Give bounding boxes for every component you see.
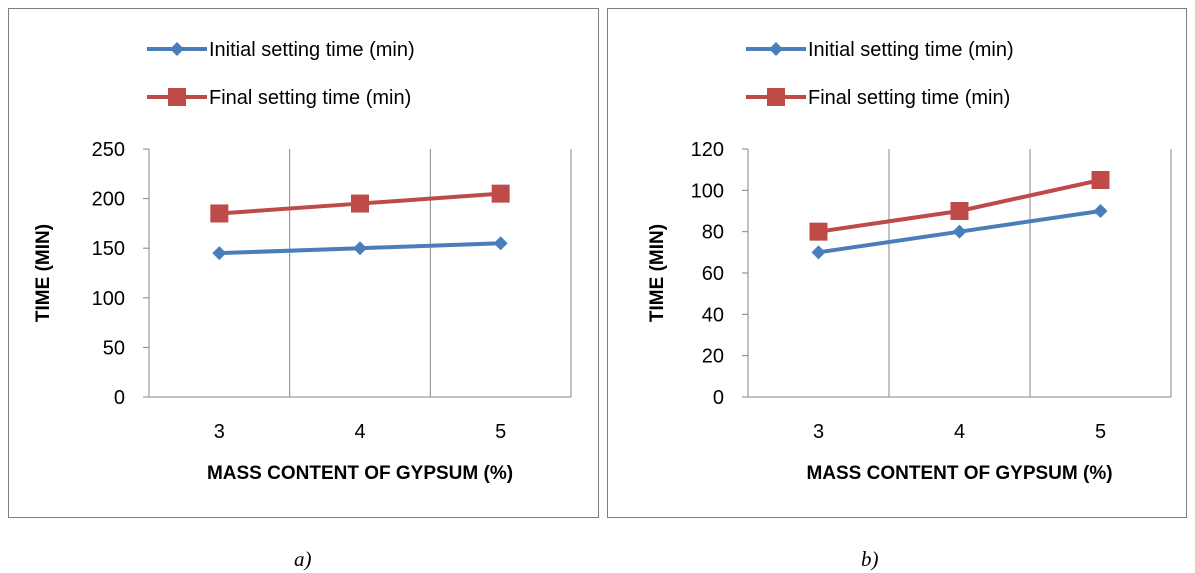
chart-b-svg: Initial setting time (min) Final setting … <box>647 39 1172 484</box>
y-tick-label-b-0: 0 <box>713 387 724 409</box>
y-axis-title-b: TIME (MIN) <box>647 224 668 322</box>
y-tick-label-b-1: 20 <box>702 346 724 368</box>
y-tick-label-a-2: 100 <box>92 288 125 310</box>
caption-b: b) <box>861 547 879 571</box>
data-point-a-0-2 <box>493 236 508 251</box>
chart-panel-b: Initial setting time (min) Final setting … <box>607 8 1187 518</box>
data-point-a-1-0 <box>210 204 229 223</box>
y-tick-label-a-5: 250 <box>92 139 125 161</box>
data-point-b-0-2 <box>1093 204 1108 218</box>
y-tick-label-b-5: 100 <box>691 180 724 202</box>
legend-label-b-1: Final setting time (min) <box>808 87 1010 109</box>
data-point-b-0-0 <box>811 245 826 260</box>
legend-marker-a-1 <box>168 88 186 106</box>
y-tick-label-a-0: 0 <box>114 387 125 409</box>
y-tick-label-a-1: 50 <box>103 337 125 359</box>
legend-marker-a-0 <box>170 42 184 56</box>
data-point-a-1-1 <box>351 194 369 213</box>
data-point-a-0-1 <box>353 241 367 256</box>
legend-label-b-0: Initial setting time (min) <box>808 39 1014 61</box>
legend-label-a-1: Final setting time (min) <box>209 87 411 109</box>
y-tick-label-b-2: 40 <box>702 304 724 326</box>
legend-marker-b-0 <box>769 42 783 56</box>
x-tick-label-b-1: 4 <box>954 421 965 443</box>
legend-label-a-0: Initial setting time (min) <box>209 39 415 61</box>
y-tick-label-b-3: 60 <box>702 263 724 285</box>
y-tick-label-a-4: 200 <box>92 189 125 211</box>
chart-a-svg: Initial setting time (min) Final setting … <box>33 39 572 484</box>
data-point-b-0-1 <box>952 224 967 239</box>
legend-marker-b-1 <box>767 88 785 106</box>
caption-a: a) <box>294 547 312 571</box>
x-axis-title-a: MASS CONTENT OF GYPSUM (%) <box>207 463 513 484</box>
data-point-a-1-2 <box>491 184 510 203</box>
x-tick-label-b-2: 5 <box>1095 421 1106 443</box>
y-tick-label-a-3: 150 <box>92 238 125 260</box>
data-point-a-0-0 <box>212 246 227 261</box>
chart-panel-a: Initial setting time (min) Final setting … <box>8 8 599 518</box>
data-point-b-1-1 <box>950 202 969 220</box>
y-tick-label-b-6: 120 <box>691 139 724 161</box>
data-point-b-1-2 <box>1091 171 1110 189</box>
x-tick-label-a-1: 4 <box>354 421 365 443</box>
x-tick-label-b-0: 3 <box>813 421 824 443</box>
y-tick-label-b-4: 80 <box>702 222 724 244</box>
data-point-b-1-0 <box>809 222 828 241</box>
x-tick-label-a-2: 5 <box>495 421 506 443</box>
x-tick-label-a-0: 3 <box>214 421 225 443</box>
x-axis-title-b: MASS CONTENT OF GYPSUM (%) <box>806 463 1112 484</box>
y-axis-title-a: TIME (MIN) <box>33 224 54 322</box>
